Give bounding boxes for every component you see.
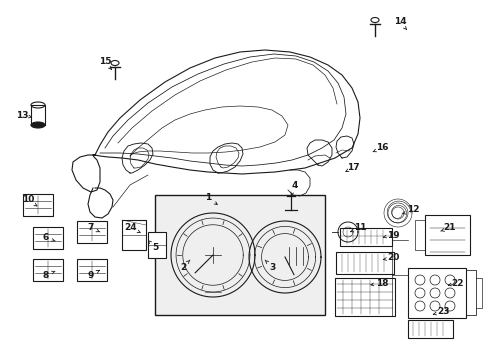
Text: 6: 6 xyxy=(43,234,49,243)
Bar xyxy=(407,268,465,318)
Bar xyxy=(77,221,107,243)
Text: 18: 18 xyxy=(375,279,387,288)
Text: 19: 19 xyxy=(386,230,399,239)
Bar xyxy=(77,259,107,281)
Text: 22: 22 xyxy=(451,279,463,288)
Bar xyxy=(33,259,63,281)
Text: 8: 8 xyxy=(43,270,49,279)
Text: 4: 4 xyxy=(291,180,298,189)
Text: 24: 24 xyxy=(124,224,137,233)
Text: 7: 7 xyxy=(88,224,94,233)
Bar xyxy=(407,320,452,338)
Text: 9: 9 xyxy=(88,270,94,279)
Text: 21: 21 xyxy=(443,224,455,233)
Text: 12: 12 xyxy=(406,206,418,215)
Text: 16: 16 xyxy=(375,144,387,153)
Bar xyxy=(122,220,146,250)
Text: 1: 1 xyxy=(204,194,211,202)
Bar xyxy=(155,195,325,315)
Bar xyxy=(23,194,53,216)
Bar xyxy=(33,227,63,249)
Text: 13: 13 xyxy=(16,111,28,120)
Text: 20: 20 xyxy=(386,253,398,262)
Text: 11: 11 xyxy=(353,224,366,233)
Bar xyxy=(335,252,393,274)
Text: 5: 5 xyxy=(152,243,158,252)
Bar xyxy=(334,278,394,316)
Text: 2: 2 xyxy=(180,262,186,271)
Text: 23: 23 xyxy=(436,307,448,316)
Text: 10: 10 xyxy=(22,195,34,204)
Text: 17: 17 xyxy=(346,163,359,172)
Bar xyxy=(339,228,391,246)
Bar xyxy=(31,105,45,125)
Bar xyxy=(424,215,469,255)
Text: 3: 3 xyxy=(268,262,275,271)
Text: 15: 15 xyxy=(99,58,111,67)
Text: 14: 14 xyxy=(393,18,406,27)
Ellipse shape xyxy=(31,122,45,128)
Bar xyxy=(148,232,165,258)
